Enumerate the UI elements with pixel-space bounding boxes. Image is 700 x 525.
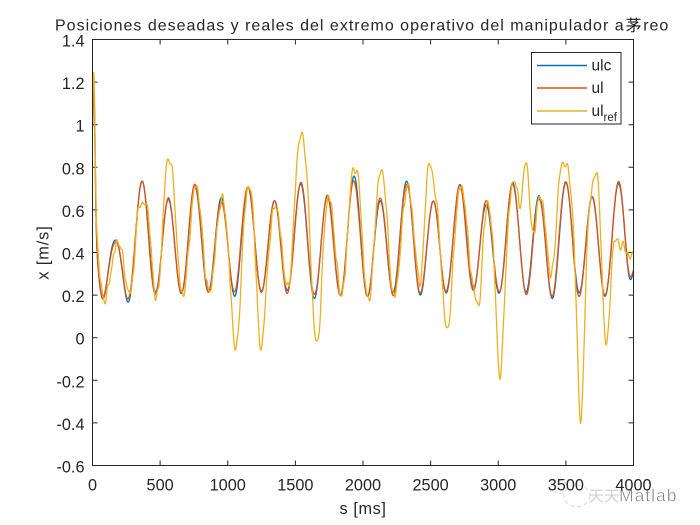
svg-text:2500: 2500 [413,477,449,495]
svg-text:Matlab: Matlab [619,486,678,506]
svg-text:0: 0 [75,331,84,349]
svg-text:ul: ul [592,103,604,120]
svg-text:1500: 1500 [277,477,313,495]
svg-text:3000: 3000 [480,477,516,495]
svg-text:Posiciones deseadas y reales d: Posiciones deseadas y reales del extremo… [55,18,625,35]
svg-text:s [ms]: s [ms] [339,500,386,518]
svg-text:1000: 1000 [210,477,246,495]
svg-text:4000: 4000 [615,477,651,495]
svg-text:0.2: 0.2 [62,288,85,306]
svg-text:-0.2: -0.2 [56,373,84,391]
svg-text:0: 0 [88,477,97,495]
svg-text:500: 500 [147,477,174,495]
svg-text:ref: ref [604,112,618,124]
svg-text:reo: reo [643,18,669,35]
svg-text:1.4: 1.4 [62,33,85,51]
svg-text:2000: 2000 [345,477,381,495]
svg-text:1.2: 1.2 [62,75,85,93]
svg-text:0.6: 0.6 [62,203,85,221]
svg-text:1: 1 [75,118,84,136]
svg-text:3500: 3500 [548,477,584,495]
svg-text:ulc: ulc [592,58,612,75]
svg-text:0.4: 0.4 [62,246,85,264]
svg-text:ul: ul [592,80,604,97]
svg-text:-0.6: -0.6 [56,459,84,477]
svg-text:0.8: 0.8 [62,160,85,178]
svg-text:x [m/s]: x [m/s] [35,225,53,279]
svg-text:-0.4: -0.4 [56,416,84,434]
